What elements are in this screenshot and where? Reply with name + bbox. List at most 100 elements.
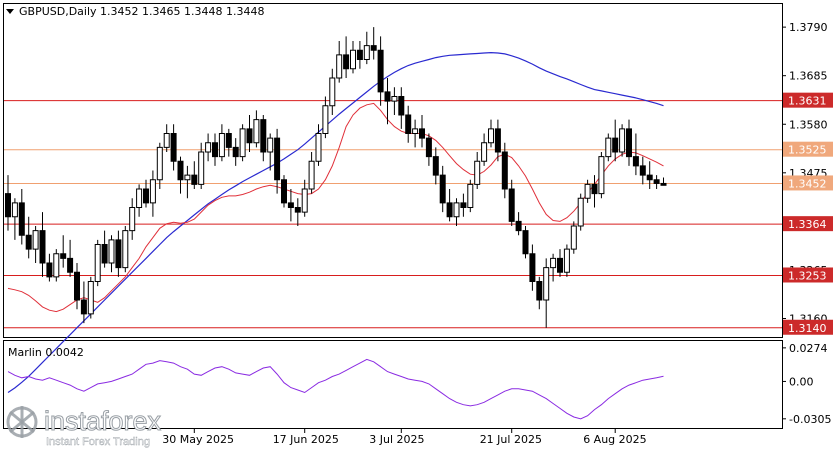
time-tick-label-3: 21 Jul 2025: [480, 433, 542, 446]
candle-body: [350, 49, 356, 70]
candle-body: [149, 179, 156, 204]
candle-body: [570, 225, 577, 250]
candle-body: [660, 182, 667, 186]
candle-body: [412, 128, 419, 134]
candle-body: [501, 151, 508, 190]
candle-body: [74, 271, 80, 301]
marlin-tick-label-1: 0.00: [789, 375, 814, 388]
level-tag-1: 1.3525: [783, 141, 833, 157]
indicator-panel-frame: [3, 340, 783, 429]
candle-body: [653, 179, 660, 184]
candle-body: [453, 202, 460, 218]
candle-73: [508, 179, 515, 226]
candle-body: [639, 165, 646, 176]
candle-body: [598, 156, 605, 195]
candle-body: [467, 183, 474, 208]
candle-body: [53, 253, 60, 278]
candle-body: [494, 128, 501, 153]
candle-body: [508, 188, 515, 222]
candlestick-series: [5, 27, 667, 328]
candle-body: [267, 137, 274, 153]
level-tag-box: [783, 141, 833, 157]
dropdown-triangle-icon[interactable]: [6, 9, 14, 14]
candle-body: [260, 119, 267, 153]
candle-36: [253, 110, 260, 148]
price-tick-label-1: 1.3685: [789, 70, 828, 83]
candle-body: [246, 128, 253, 144]
level-tag-label: 1.3364: [788, 218, 827, 231]
candle-32: [225, 128, 232, 157]
candle-7: [53, 249, 60, 282]
candle-57: [398, 87, 405, 129]
candle-93: [646, 161, 653, 189]
candle-71: [494, 119, 501, 162]
candle-16: [115, 230, 122, 277]
candle-body: [474, 160, 481, 185]
candle-26: [184, 165, 191, 199]
candle-74: [515, 212, 522, 236]
candle-78: [543, 258, 550, 328]
level-tag-label: 1.3631: [788, 95, 827, 108]
candle-body: [60, 253, 67, 259]
candle-body: [488, 128, 494, 144]
candle-body: [577, 197, 584, 227]
instaforex-logo-icon: [6, 406, 38, 438]
level-tag-5: 1.3140: [783, 319, 833, 335]
candle-20: [143, 179, 149, 208]
price-tick-label-0: 1.3790: [789, 21, 828, 34]
candle-69: [481, 133, 488, 166]
candle-35: [246, 115, 253, 152]
candle-body: [343, 54, 350, 70]
level-tag-box: [783, 216, 833, 232]
candle-body: [619, 128, 626, 153]
candle-body: [94, 244, 101, 282]
candle-79: [550, 253, 557, 282]
candle-body: [557, 257, 563, 273]
candle-80: [557, 249, 563, 277]
candle-62: [432, 147, 439, 185]
time-tick-label-0: 30 May 2025: [162, 433, 234, 446]
candle-body: [405, 114, 412, 134]
candle-61: [425, 133, 432, 166]
candle-75: [522, 226, 529, 259]
candle-37: [260, 115, 267, 162]
candle-87: [605, 133, 612, 162]
candle-body: [239, 128, 246, 158]
candle-body: [425, 137, 432, 158]
candle-body: [287, 202, 294, 208]
candle-body: [225, 133, 232, 148]
candle-28: [198, 142, 205, 189]
candle-body: [122, 230, 129, 269]
candle-59: [412, 119, 419, 148]
red-ma-line: [7, 102, 664, 313]
time-axis: 30 May 2025 17 Jun 2025 3 Jul 2025 21 Jul 2…: [162, 429, 647, 446]
price-tick-label-2: 1.3580: [789, 118, 828, 131]
level-tag-2: 1.3452: [783, 175, 833, 191]
candle-66: [460, 193, 467, 217]
candle-body: [391, 96, 398, 102]
candle-43: [301, 179, 308, 217]
time-tick-label-4: 6 Aug 2025: [583, 433, 646, 446]
candle-body: [198, 151, 205, 185]
level-tag-box: [783, 267, 833, 283]
candle-9: [67, 239, 74, 277]
candle-72: [501, 142, 508, 199]
candle-41: [287, 189, 294, 222]
candle-body: [315, 133, 322, 162]
candle-body: [170, 133, 177, 162]
candle-body: [439, 174, 446, 204]
candle-82: [570, 221, 577, 254]
candle-14: [101, 230, 108, 268]
level-price-tags: 1.3631 1.3525 1.3452 1.3364 1.3253 1.3140: [783, 92, 833, 335]
candle-95: [660, 177, 667, 186]
level-tag-4: 1.3253: [783, 267, 833, 283]
candle-body: [522, 230, 529, 255]
candle-body: [550, 257, 557, 269]
blue-ma-line: [7, 51, 664, 393]
level-tag-label: 1.3253: [788, 269, 827, 282]
candle-46: [322, 96, 329, 139]
candle-2: [18, 189, 25, 245]
candle-body: [481, 142, 488, 162]
candle-15: [108, 235, 115, 273]
candle-body: [626, 128, 632, 158]
